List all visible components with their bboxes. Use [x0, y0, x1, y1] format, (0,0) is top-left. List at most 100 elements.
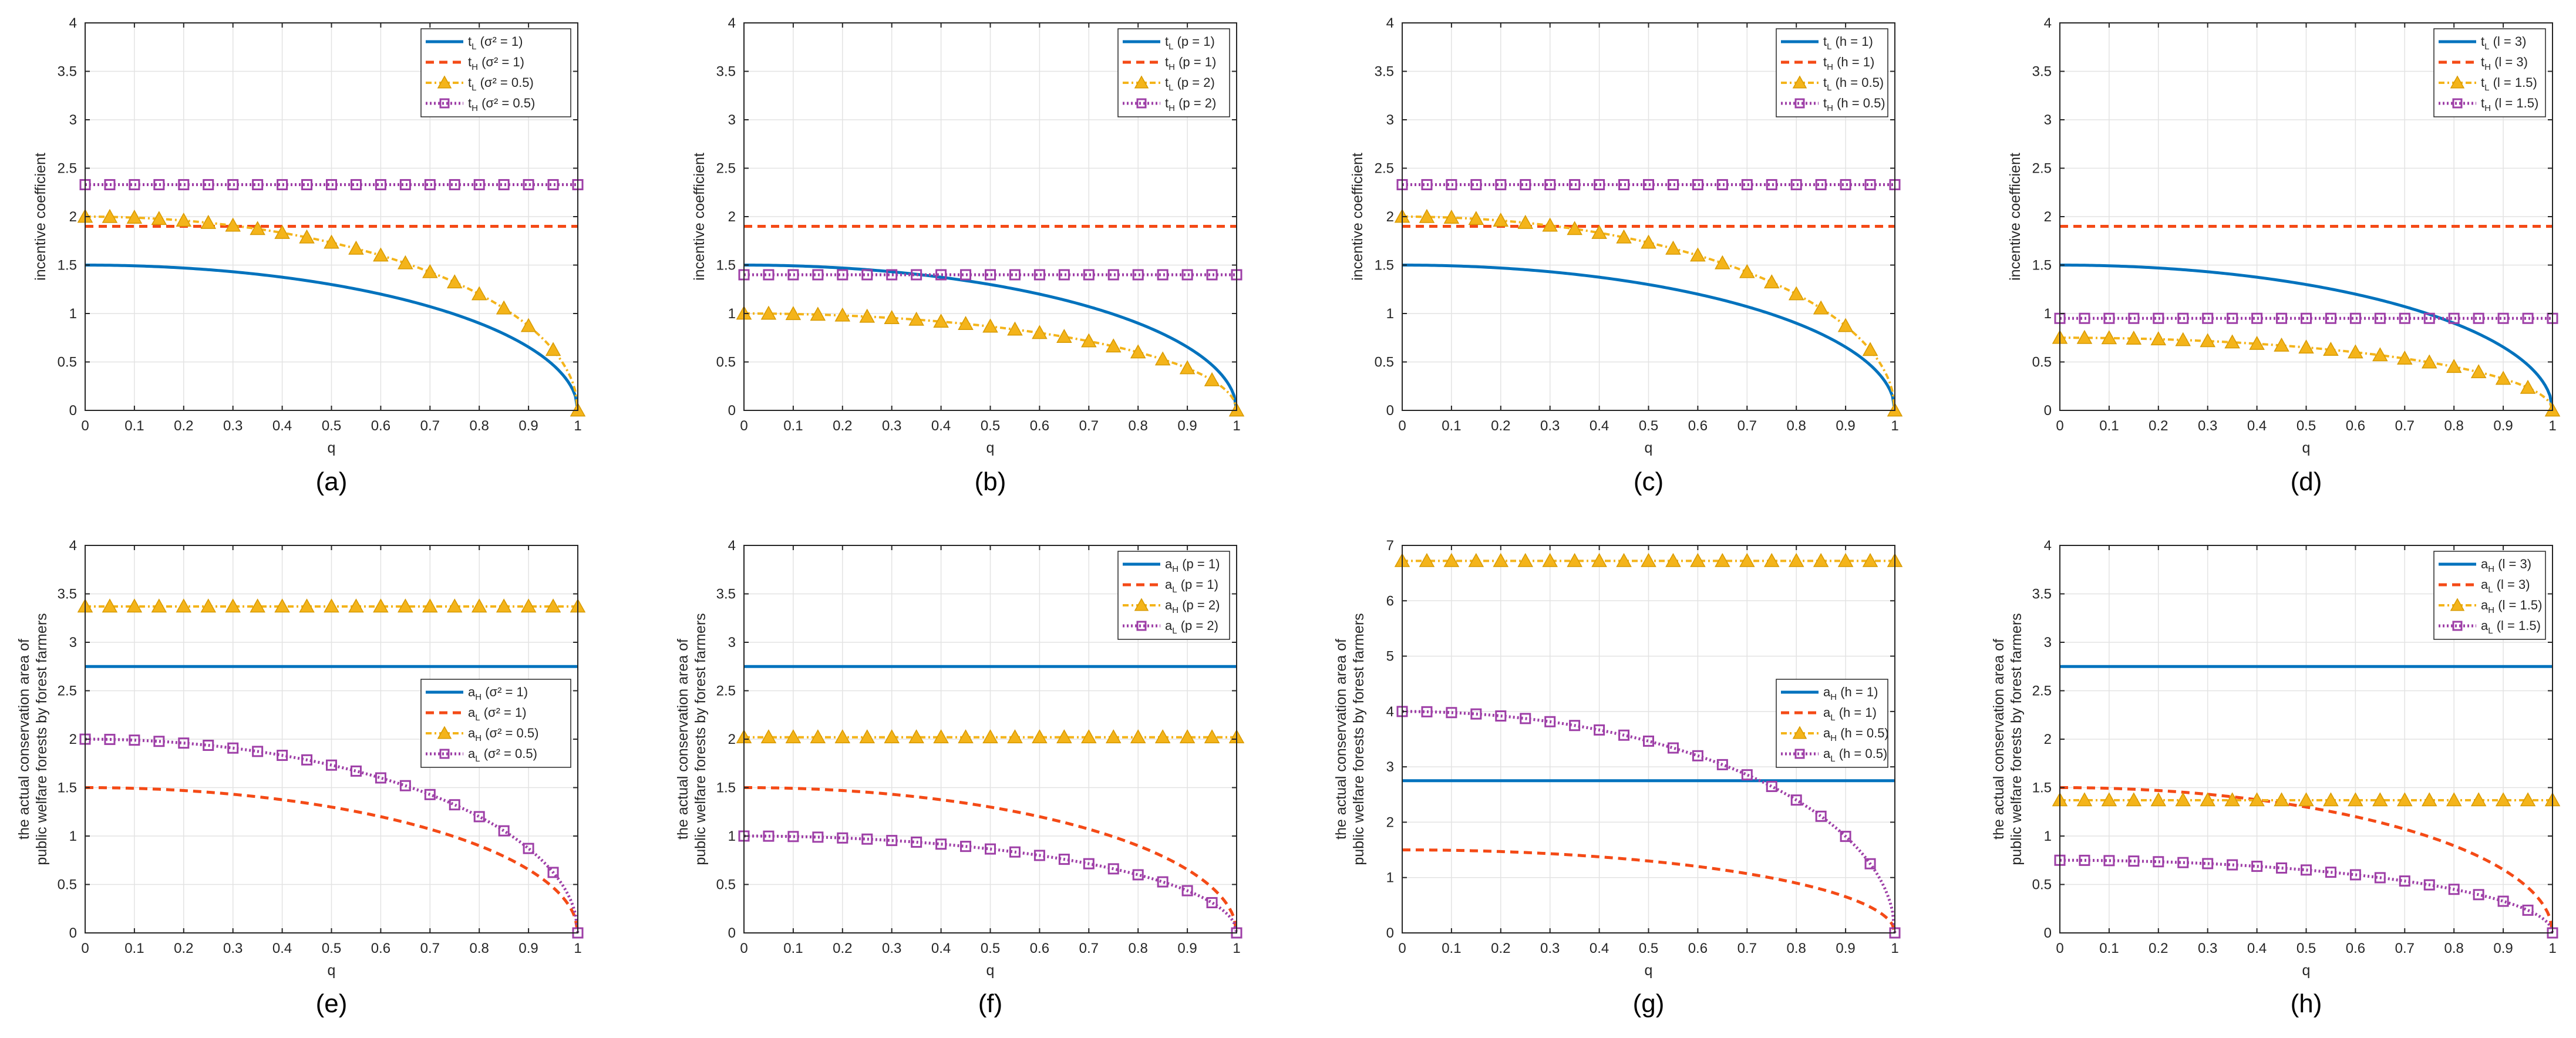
x-tick-label: 0.3 — [2198, 941, 2217, 956]
y-tick-label: 3.5 — [716, 587, 736, 602]
y-tick-label: 4 — [728, 15, 736, 31]
x-tick-label: 1 — [1233, 941, 1240, 956]
y-axis-label: incentive coefficient — [691, 153, 708, 281]
y-tick-label: 4 — [728, 538, 736, 554]
y-tick-label: 2 — [1386, 209, 1394, 225]
chart-panel: 0 0.1 0.2 0.3 0.4 0.5 0.6 0.7 0.8 0.9 100.511.522.… — [1991, 538, 2560, 1018]
x-tick-label: 0.6 — [371, 418, 390, 434]
y-tick-label: 3 — [1386, 759, 1394, 775]
y-tick-label: 2 — [1386, 814, 1394, 830]
chart-panel: 0 0.1 0.2 0.3 0.4 0.5 0.6 0.7 0.8 0.9 100.511.522.… — [32, 15, 585, 496]
y-tick-label: 0.5 — [58, 877, 77, 893]
y-tick-label: 2.5 — [58, 683, 77, 699]
x-tick-label: 0.2 — [2149, 941, 2168, 956]
x-axis-label: q — [1645, 440, 1653, 456]
y-tick-label: 3.5 — [58, 587, 77, 602]
y-tick-label: 2 — [69, 732, 77, 747]
x-tick-label: 0.5 — [322, 418, 341, 434]
y-axis-label: public welfare forests by forest farmers — [692, 613, 709, 865]
x-tick-label: 0.1 — [1442, 941, 1461, 956]
x-tick-label: 0.3 — [223, 941, 243, 956]
x-tick-label: 0.3 — [1540, 418, 1560, 434]
x-tick-label: 0.7 — [1737, 418, 1757, 434]
y-axis-label: incentive coefficient — [1349, 153, 1366, 281]
x-tick-label: 0.2 — [174, 418, 193, 434]
y-tick-label: 1 — [728, 306, 736, 322]
y-tick-label: 3 — [728, 635, 736, 651]
y-tick-label: 3 — [69, 635, 77, 651]
x-tick-label: 0.5 — [2296, 941, 2316, 956]
y-tick-label: 0 — [2044, 925, 2052, 941]
x-tick-label: 0.8 — [1787, 418, 1806, 434]
x-tick-label: 0.2 — [2149, 418, 2168, 434]
x-tick-label: 0.4 — [931, 418, 951, 434]
y-tick-label: 7 — [1386, 538, 1394, 554]
x-tick-label: 0.8 — [1129, 941, 1148, 956]
y-tick-label: 4 — [1386, 15, 1394, 31]
x-tick-label: 0.6 — [2346, 418, 2365, 434]
y-axis-label: public welfare forests by forest farmers — [2008, 613, 2025, 865]
y-tick-label: 1 — [728, 828, 736, 844]
x-tick-label: 0.7 — [420, 941, 440, 956]
y-tick-label: 2 — [2044, 209, 2052, 225]
x-tick-label: 0.6 — [1688, 418, 1708, 434]
y-tick-label: 0.5 — [58, 355, 77, 370]
y-axis-label: incentive coefficient — [2007, 153, 2023, 281]
y-tick-label: 3 — [1386, 112, 1394, 128]
y-axis-label: public welfare forests by forest farmers — [33, 613, 50, 865]
y-tick-label: 3 — [69, 112, 77, 128]
x-tick-label: 0.4 — [2247, 941, 2267, 956]
x-tick-label: 0.9 — [2493, 941, 2513, 956]
y-tick-label: 1.5 — [2032, 258, 2052, 274]
y-axis-label: incentive coefficient — [32, 153, 49, 281]
x-axis-label: q — [986, 440, 995, 456]
y-tick-label: 0 — [1386, 925, 1394, 941]
x-axis-label: q — [2302, 440, 2311, 456]
y-tick-label: 0 — [728, 925, 736, 941]
y-tick-label: 2.5 — [2032, 161, 2052, 177]
chart-panel: 0 0.1 0.2 0.3 0.4 0.5 0.6 0.7 0.8 0.9 100.511.522.… — [675, 538, 1244, 1018]
y-tick-label: 2 — [728, 732, 736, 747]
chart-panel: 0 0.1 0.2 0.3 0.4 0.5 0.6 0.7 0.8 0.9 100.511.522.… — [2007, 15, 2560, 496]
y-tick-label: 4 — [2044, 15, 2052, 31]
y-tick-label: 5 — [1386, 649, 1394, 665]
x-tick-label: 0.6 — [1030, 418, 1049, 434]
y-tick-label: 1.5 — [58, 780, 77, 796]
x-tick-label: 0.4 — [1590, 418, 1609, 434]
y-tick-label: 2.5 — [716, 683, 736, 699]
y-tick-label: 3.5 — [2032, 64, 2052, 80]
x-tick-label: 1 — [1891, 941, 1898, 956]
x-tick-label: 0.9 — [518, 418, 538, 434]
x-tick-label: 0.2 — [833, 941, 852, 956]
x-tick-label: 1 — [574, 941, 581, 956]
x-tick-label: 0.5 — [1639, 941, 1658, 956]
x-tick-label: 0.2 — [174, 941, 193, 956]
x-tick-label: 1 — [2548, 418, 2556, 434]
y-axis-label: the actual conservation area of — [1333, 639, 1349, 840]
y-tick-label: 1 — [1386, 306, 1394, 322]
x-tick-label: 0.9 — [2493, 418, 2513, 434]
x-axis-label: q — [1645, 962, 1653, 979]
y-tick-label: 1.5 — [716, 258, 736, 274]
x-tick-label: 0 — [81, 418, 89, 434]
x-tick-label: 0 — [2056, 418, 2063, 434]
chart-panel: 0 0.1 0.2 0.3 0.4 0.5 0.6 0.7 0.8 0.9 101234567qth… — [1333, 538, 1902, 1018]
chart-panel: 0 0.1 0.2 0.3 0.4 0.5 0.6 0.7 0.8 0.9 100.511.522.… — [16, 538, 585, 1018]
x-tick-label: 0 — [1398, 941, 1406, 956]
y-tick-label: 0 — [2044, 403, 2052, 419]
x-tick-label: 0.5 — [322, 941, 341, 956]
x-axis-label: q — [2302, 962, 2311, 979]
y-tick-label: 1 — [2044, 306, 2052, 322]
chart-panel: 0 0.1 0.2 0.3 0.4 0.5 0.6 0.7 0.8 0.9 100.511.522.… — [691, 15, 1244, 496]
figure-canvas: 0 0.1 0.2 0.3 0.4 0.5 0.6 0.7 0.8 0.9 1 0 0.5 1 1.5 2 2.… — [0, 0, 2576, 1038]
x-tick-label: 0.5 — [981, 941, 1000, 956]
y-tick-label: 0.5 — [1375, 355, 1394, 370]
y-tick-label: 0.5 — [2032, 355, 2052, 370]
x-tick-label: 0.6 — [1030, 941, 1049, 956]
x-tick-label: 0.6 — [1688, 941, 1708, 956]
x-tick-label: 0.3 — [2198, 418, 2217, 434]
x-tick-label: 0.7 — [1079, 418, 1099, 434]
y-tick-label: 0.5 — [2032, 877, 2052, 893]
x-tick-label: 0.1 — [2099, 418, 2119, 434]
x-tick-label: 0 — [740, 941, 747, 956]
